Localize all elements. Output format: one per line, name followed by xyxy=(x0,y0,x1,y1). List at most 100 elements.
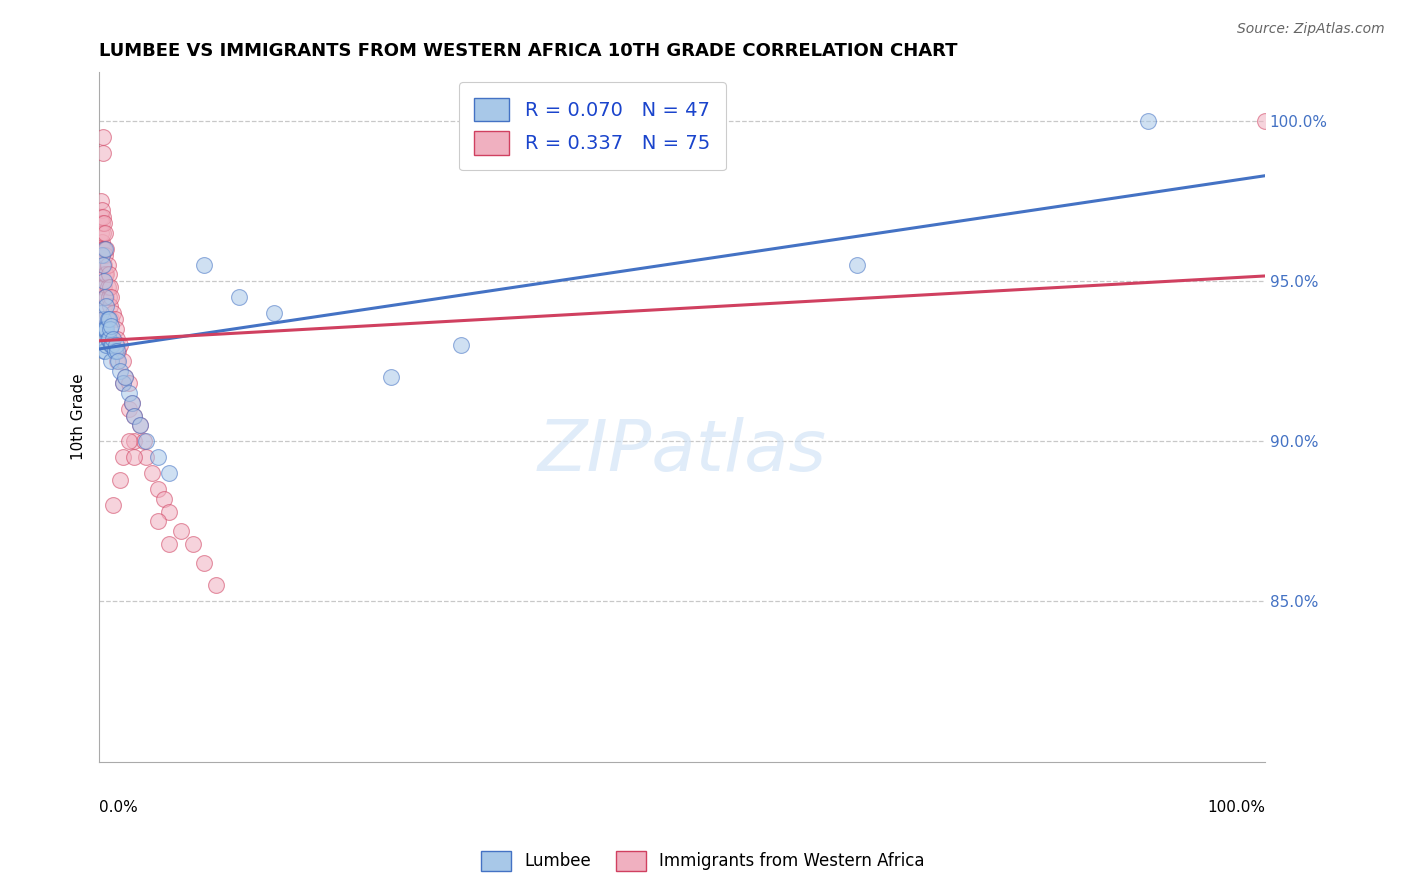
Point xyxy=(121,395,143,409)
Point xyxy=(100,354,122,368)
Legend: Lumbee, Immigrants from Western Africa: Lumbee, Immigrants from Western Africa xyxy=(472,842,934,880)
Point xyxy=(146,514,169,528)
Point xyxy=(91,226,114,240)
Point xyxy=(157,537,180,551)
Point xyxy=(97,332,120,346)
Point xyxy=(124,450,146,465)
Point xyxy=(93,274,115,288)
Point xyxy=(1254,113,1277,128)
Point xyxy=(91,258,114,272)
Point xyxy=(103,344,125,359)
Point xyxy=(93,258,115,272)
Point xyxy=(121,395,143,409)
Point xyxy=(124,434,146,449)
Point xyxy=(124,409,146,423)
Point xyxy=(96,242,118,256)
Point xyxy=(94,290,117,304)
Point xyxy=(100,318,122,333)
Point xyxy=(97,290,120,304)
Point xyxy=(93,216,115,230)
Point xyxy=(91,332,114,346)
Point xyxy=(114,370,136,384)
Point xyxy=(94,268,117,282)
Point xyxy=(97,268,120,282)
Point xyxy=(94,226,117,240)
Point xyxy=(117,402,139,417)
Point xyxy=(228,290,250,304)
Point xyxy=(90,235,112,250)
Point xyxy=(96,338,118,352)
Point xyxy=(103,498,125,512)
Point xyxy=(114,370,136,384)
Point xyxy=(97,312,120,326)
Point xyxy=(135,450,157,465)
Point xyxy=(93,300,115,314)
Legend: R = 0.070   N = 47, R = 0.337   N = 75: R = 0.070 N = 47, R = 0.337 N = 75 xyxy=(458,82,725,170)
Point xyxy=(97,280,120,294)
Point xyxy=(90,248,112,262)
Point xyxy=(103,306,125,320)
Point xyxy=(94,312,117,326)
Point xyxy=(124,409,146,423)
Point xyxy=(380,370,402,384)
Point xyxy=(96,322,118,336)
Point xyxy=(157,467,180,481)
Point xyxy=(90,203,112,218)
Point xyxy=(450,338,472,352)
Point xyxy=(157,505,180,519)
Point xyxy=(111,354,134,368)
Point xyxy=(94,290,117,304)
Text: 100.0%: 100.0% xyxy=(1206,800,1265,814)
Point xyxy=(110,363,132,377)
Point xyxy=(103,332,125,346)
Text: LUMBEE VS IMMIGRANTS FROM WESTERN AFRICA 10TH GRADE CORRELATION CHART: LUMBEE VS IMMIGRANTS FROM WESTERN AFRICA… xyxy=(100,42,957,60)
Point xyxy=(98,280,121,294)
Point xyxy=(91,145,114,160)
Y-axis label: 10th Grade: 10th Grade xyxy=(72,374,86,460)
Point xyxy=(129,418,152,433)
Point xyxy=(100,312,122,326)
Point xyxy=(181,537,204,551)
Point xyxy=(91,280,114,294)
Point xyxy=(135,434,157,449)
Point xyxy=(111,376,134,391)
Point xyxy=(105,354,128,368)
Point xyxy=(117,376,139,391)
Point xyxy=(90,210,112,224)
Point xyxy=(117,386,139,401)
Point xyxy=(90,248,112,262)
Point xyxy=(91,258,114,272)
Text: 0.0%: 0.0% xyxy=(100,800,138,814)
Point xyxy=(146,482,169,496)
Point xyxy=(111,376,134,391)
Point xyxy=(1137,113,1160,128)
Point xyxy=(90,322,112,336)
Point xyxy=(105,332,128,346)
Point xyxy=(90,306,112,320)
Point xyxy=(90,268,112,282)
Point xyxy=(104,322,127,336)
Point xyxy=(91,210,114,224)
Point xyxy=(100,290,122,304)
Point xyxy=(105,344,128,359)
Point xyxy=(96,268,118,282)
Point xyxy=(97,258,120,272)
Point xyxy=(93,280,115,294)
Point xyxy=(97,312,120,326)
Point xyxy=(91,312,114,326)
Text: ZIPatlas: ZIPatlas xyxy=(537,417,827,486)
Text: Source: ZipAtlas.com: Source: ZipAtlas.com xyxy=(1237,22,1385,37)
Point xyxy=(98,322,121,336)
Point xyxy=(110,338,132,352)
Point xyxy=(101,338,124,352)
Point xyxy=(104,338,127,352)
Point xyxy=(94,322,117,336)
Point xyxy=(93,242,115,256)
Point xyxy=(90,216,112,230)
Point xyxy=(97,312,120,326)
Point xyxy=(90,194,112,208)
Point xyxy=(91,242,114,256)
Point xyxy=(103,312,125,326)
Point xyxy=(100,338,122,352)
Point xyxy=(90,226,112,240)
